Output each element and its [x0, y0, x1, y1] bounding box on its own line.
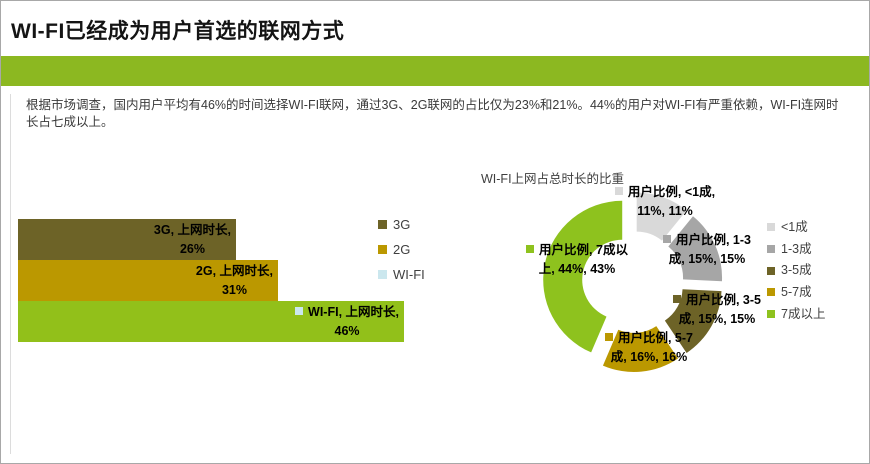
- donut-data-label-3-5成: 用户比例, 3-5 成, 15%, 15%: [632, 291, 802, 329]
- legend-label: 3G: [393, 217, 411, 232]
- series-marker-icon: [604, 333, 613, 341]
- legend-label: 1-3成: [781, 241, 812, 256]
- legend-swatch-icon: [378, 245, 387, 254]
- legend-swatch-icon: [767, 244, 775, 253]
- bar-data-label: 2G, 上网时长, 31%: [196, 262, 273, 300]
- donut-data-label-7成以上: 用户比例, 7成以上, 44%, 43%: [492, 241, 662, 279]
- donut-data-label-<1成: 用户比例, <1成, 11%, 11%: [580, 183, 750, 221]
- donut-legend-item-4: 5-7成: [767, 286, 812, 299]
- bar-legend-item-3g: 3G: [378, 218, 410, 231]
- bar-legend-item-wi-fi: WI-FI: [378, 268, 425, 281]
- bar-data-label: 3G, 上网时长, 26%: [154, 221, 231, 259]
- legend-swatch-icon: [767, 310, 775, 319]
- donut-slice-5-7成: [602, 326, 679, 372]
- series-marker-icon: [295, 306, 304, 315]
- donut-data-label-line: 用户比例, 5-7: [564, 329, 734, 348]
- bar-data-label-line: WI-FI, 上网时长,: [295, 303, 399, 322]
- donut-data-label-1-3成: 用户比例, 1-3 成, 15%, 15%: [622, 231, 792, 269]
- bar-data-label-line: 31%: [221, 282, 247, 297]
- donut-chart-title: WI-FI上网占总时长的比重: [481, 172, 625, 186]
- donut-legend-item-3: 3-5成: [767, 264, 812, 277]
- donut-slice-3-5成: [664, 289, 722, 353]
- series-marker-icon: [614, 187, 623, 195]
- bar-data-label-line: 46%: [334, 323, 360, 338]
- series-marker-icon: [526, 245, 535, 253]
- donut-data-label-line: 用户比例, 3-5: [632, 291, 802, 310]
- left-vertical-rule: [10, 94, 11, 454]
- donut-data-label-line: 上, 44%, 43%: [538, 262, 616, 276]
- slide-title: WI-FI已经成为用户首选的联网方式: [11, 20, 345, 43]
- legend-label: 5-7成: [781, 285, 812, 300]
- donut-data-label-line: 成, 16%, 16%: [610, 350, 688, 364]
- donut-slice-7成以上: [543, 200, 623, 353]
- bar-data-label-line: 2G, 上网时长,: [195, 263, 273, 278]
- bar-data-label-line: 26%: [179, 241, 205, 256]
- donut-data-label-line: 用户比例, 1-3: [622, 231, 792, 250]
- donut-data-label-line: 用户比例, 7成以: [492, 241, 662, 260]
- series-marker-icon: [672, 295, 681, 303]
- donut-data-label-line: 成, 15%, 15%: [678, 312, 756, 326]
- bar-wi-fi: WI-FI, 上网时长, 46%: [18, 301, 404, 342]
- bar-data-label: WI-FI, 上网时长, 46%: [295, 303, 399, 341]
- donut-data-label-line: 用户比例, <1成,: [580, 183, 750, 202]
- legend-swatch-icon: [767, 223, 775, 232]
- donut-data-label-line: 11%, 11%: [637, 204, 693, 218]
- body-paragraph: 根据市场调查，国内用户平均有46%的时间选择WI-FI联网，通过3G、2G联网的…: [26, 98, 839, 129]
- donut-data-label-line: 成, 15%, 15%: [668, 252, 746, 266]
- legend-swatch-icon: [767, 266, 775, 275]
- legend-swatch-icon: [378, 220, 387, 229]
- series-marker-icon: [662, 235, 671, 243]
- legend-swatch-icon: [378, 270, 387, 279]
- bar-2g: 2G, 上网时长, 31%: [18, 260, 278, 301]
- green-accent-band: [1, 56, 869, 86]
- legend-label: <1成: [781, 220, 808, 234]
- legend-label: WI-FI: [393, 267, 425, 282]
- bar-legend-item-2g: 2G: [378, 243, 410, 256]
- donut-legend-item-2: 1-3成: [767, 243, 812, 256]
- legend-label: 2G: [393, 242, 411, 257]
- donut-legend-item-1: <1成: [767, 221, 808, 234]
- legend-label: 7成以上: [781, 306, 826, 321]
- bar-data-label-line: 3G, 上网时长,: [153, 222, 231, 237]
- bar-3g: 3G, 上网时长, 26%: [18, 219, 236, 260]
- legend-swatch-icon: [767, 288, 775, 297]
- donut-data-label-5-7成: 用户比例, 5-7 成, 16%, 16%: [564, 329, 734, 367]
- donut-slice-<1成: [636, 192, 687, 241]
- donut-legend-item-5: 7成以上: [767, 308, 825, 321]
- donut-slice-1-3成: [668, 216, 723, 282]
- legend-label: 3-5成: [781, 263, 812, 278]
